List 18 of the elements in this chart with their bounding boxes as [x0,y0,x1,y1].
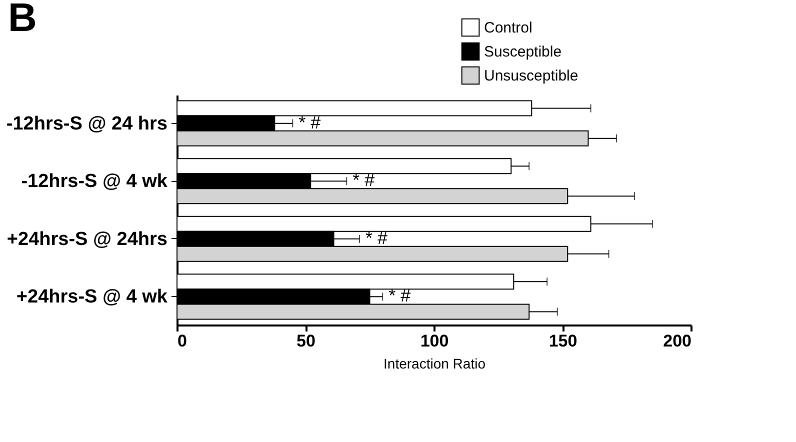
x-tick-label: 150 [548,332,578,350]
y-tick-label: -12hrs-S @ 24 hrs [6,113,168,134]
x-tick-label: 200 [663,332,692,350]
y-tick-label: +24hrs-S @ 24hrs [6,228,168,250]
x-axis-title: Interaction Ratio [384,356,486,372]
x-tick-label: 100 [420,332,449,350]
legend-label: Unsusceptible [484,68,578,84]
y-tick-label: +24hrs-S @ 4 wk [16,286,168,308]
legend-label: Control [484,20,532,36]
chart-title: B [8,0,37,41]
annotation: * # [388,286,411,306]
annotation: * # [365,228,388,248]
y-tick-label: -12hrs-S @ 4 wk [21,171,168,192]
x-tick-label: 50 [296,332,316,350]
legend-label: Susceptible [484,44,562,60]
annotation: * # [352,170,375,190]
annotation: * # [298,112,321,132]
x-tick-label: 0 [178,332,187,350]
